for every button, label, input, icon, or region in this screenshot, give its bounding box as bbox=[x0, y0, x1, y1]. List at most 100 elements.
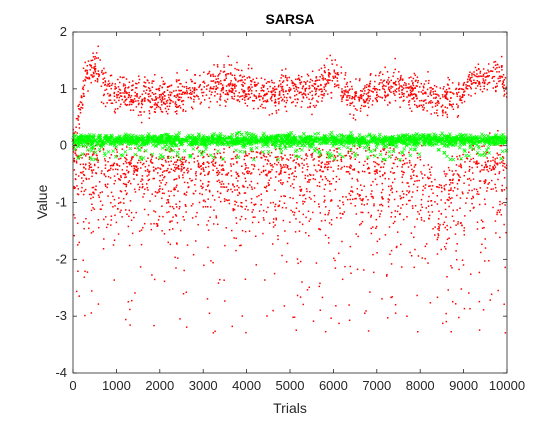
red-lower-point bbox=[308, 220, 311, 222]
red-upper-point bbox=[175, 80, 178, 83]
red-lower-point bbox=[324, 165, 327, 168]
red-upper-point bbox=[151, 86, 154, 88]
red-upper-point bbox=[148, 93, 150, 95]
red-upper-point bbox=[423, 86, 425, 89]
red-lower-point bbox=[370, 216, 372, 218]
red-lower-point bbox=[172, 228, 174, 230]
red-upper-point bbox=[399, 85, 401, 87]
red-lower-point bbox=[373, 204, 375, 207]
red-lower-point bbox=[75, 290, 78, 293]
red-lower-point bbox=[241, 229, 244, 232]
red-upper-point bbox=[457, 115, 460, 117]
red-lower-point bbox=[201, 151, 204, 154]
red-upper-point bbox=[79, 101, 82, 103]
red-lower-point bbox=[436, 203, 439, 205]
red-upper-point bbox=[209, 100, 212, 103]
red-upper-point bbox=[89, 69, 91, 71]
red-lower-point bbox=[305, 232, 307, 234]
red-lower-point bbox=[174, 161, 176, 164]
green-point bbox=[261, 137, 266, 142]
red-lower-point bbox=[334, 259, 336, 262]
red-lower-point bbox=[444, 208, 447, 211]
red-lower-point bbox=[374, 165, 376, 168]
red-lower-point bbox=[321, 296, 324, 299]
red-upper-point bbox=[345, 89, 347, 91]
red-upper-point bbox=[200, 101, 202, 104]
red-lower-point bbox=[460, 288, 463, 290]
red-lower-point bbox=[410, 164, 412, 167]
red-lower-point bbox=[353, 168, 356, 170]
red-upper-point bbox=[304, 89, 307, 91]
red-lower-point bbox=[227, 172, 230, 174]
red-lower-point bbox=[495, 190, 498, 192]
red-upper-point bbox=[300, 81, 303, 83]
red-upper-point bbox=[96, 80, 99, 83]
red-lower-point bbox=[436, 296, 439, 299]
red-upper-point bbox=[410, 87, 412, 89]
red-lower-point bbox=[219, 192, 222, 195]
red-lower-point bbox=[503, 162, 506, 165]
red-lower-point bbox=[437, 234, 440, 237]
green-point bbox=[81, 139, 86, 143]
red-lower-point bbox=[223, 200, 226, 203]
red-upper-point bbox=[120, 95, 123, 98]
red-lower-point bbox=[214, 162, 217, 165]
red-upper-point bbox=[253, 94, 255, 96]
red-lower-point bbox=[254, 203, 257, 205]
red-upper-point bbox=[86, 69, 89, 72]
red-lower-point bbox=[329, 149, 331, 151]
red-lower-point bbox=[118, 158, 120, 160]
red-lower-point bbox=[128, 170, 130, 173]
red-lower-point bbox=[349, 150, 352, 152]
red-lower-point bbox=[473, 148, 475, 150]
red-lower-point bbox=[319, 228, 322, 231]
red-lower-point bbox=[85, 217, 87, 220]
red-lower-point bbox=[488, 259, 490, 262]
red-upper-point bbox=[423, 107, 425, 109]
green-point bbox=[454, 140, 458, 145]
red-lower-point bbox=[121, 148, 124, 150]
red-lower-point bbox=[390, 296, 392, 299]
green-point bbox=[412, 141, 417, 146]
red-lower-point bbox=[280, 156, 282, 158]
red-lower-point bbox=[378, 215, 381, 218]
red-upper-point bbox=[412, 81, 414, 84]
red-lower-point bbox=[370, 195, 373, 198]
red-lower-point bbox=[293, 316, 296, 318]
red-upper-point bbox=[119, 95, 122, 97]
red-upper-point bbox=[318, 89, 320, 91]
red-upper-point bbox=[341, 91, 344, 94]
red-lower-point bbox=[489, 167, 491, 170]
red-lower-point bbox=[287, 168, 290, 170]
red-upper-point bbox=[208, 106, 210, 109]
red-upper-point bbox=[198, 86, 200, 89]
red-lower-point bbox=[260, 203, 262, 206]
red-lower-point bbox=[424, 184, 427, 186]
red-lower-point bbox=[159, 185, 161, 187]
red-lower-point bbox=[394, 158, 396, 161]
red-lower-point bbox=[215, 156, 217, 159]
red-lower-point bbox=[374, 149, 377, 151]
red-lower-point bbox=[199, 192, 201, 195]
red-lower-point bbox=[237, 194, 239, 196]
red-lower-point bbox=[167, 157, 169, 159]
red-upper-point bbox=[358, 99, 361, 101]
red-lower-point bbox=[355, 213, 358, 215]
red-upper-point bbox=[419, 100, 421, 102]
red-lower-point bbox=[122, 172, 125, 175]
red-lower-point bbox=[472, 178, 475, 180]
red-lower-point bbox=[250, 180, 253, 183]
green-point bbox=[135, 138, 139, 143]
red-lower-point bbox=[170, 160, 172, 162]
red-lower-point bbox=[268, 170, 270, 173]
green-point bbox=[499, 133, 504, 138]
red-upper-point bbox=[370, 90, 373, 92]
red-upper-point bbox=[366, 97, 369, 100]
red-lower-point bbox=[139, 266, 142, 268]
red-lower-point bbox=[109, 177, 112, 179]
red-lower-point bbox=[390, 189, 392, 191]
green-point bbox=[179, 142, 183, 147]
red-lower-point bbox=[401, 190, 404, 193]
red-upper-point bbox=[323, 64, 326, 67]
red-lower-point bbox=[479, 170, 481, 173]
